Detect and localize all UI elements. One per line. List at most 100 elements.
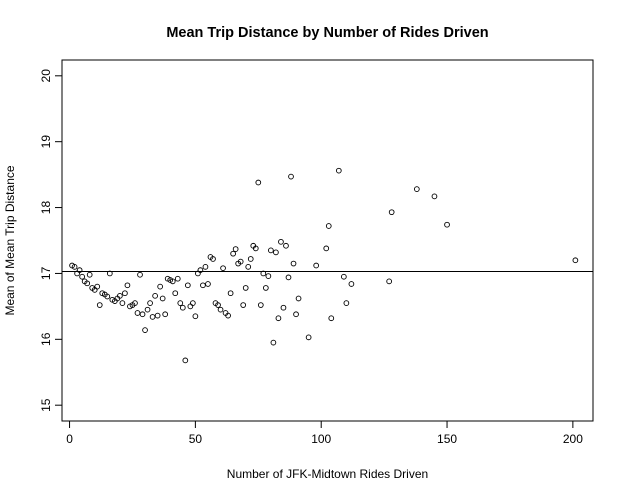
x-axis: 0 50 100 150 200 <box>66 421 583 446</box>
data-point <box>134 310 141 316</box>
data-point <box>255 179 262 186</box>
data-point <box>280 304 287 311</box>
data-point <box>142 327 148 333</box>
y-tick-label: 18 <box>39 201 53 215</box>
y-tick-label: 20 <box>39 69 53 83</box>
data-point <box>431 193 438 200</box>
data-point <box>124 282 131 289</box>
data-point <box>184 282 191 289</box>
data-point <box>225 312 231 319</box>
data-point <box>177 300 184 306</box>
data-point <box>572 257 579 264</box>
data-point <box>76 267 83 273</box>
data-point <box>94 283 101 290</box>
data-point <box>144 306 151 313</box>
x-tick-label: 150 <box>437 432 457 446</box>
data-point <box>217 306 224 313</box>
data-point <box>119 300 126 306</box>
data-point <box>84 280 91 287</box>
data-point <box>106 270 113 277</box>
data-point <box>285 274 292 281</box>
data-point <box>386 278 393 285</box>
data-point <box>335 167 342 174</box>
data-point <box>190 300 196 306</box>
data-point <box>268 247 274 254</box>
data-point <box>237 258 244 265</box>
data-point <box>313 262 320 269</box>
data-point <box>273 249 279 256</box>
data-point <box>242 285 249 291</box>
data-point <box>293 311 299 318</box>
data-point <box>283 242 289 249</box>
data-point <box>388 209 395 216</box>
data-point <box>278 238 284 245</box>
data-point <box>152 292 158 299</box>
data-point <box>149 314 156 320</box>
data-point <box>182 357 189 364</box>
x-tick-label: 0 <box>66 432 73 446</box>
data-point <box>265 273 272 279</box>
data-point <box>260 270 267 277</box>
data-point <box>96 302 103 308</box>
data-point <box>117 292 123 299</box>
data-point <box>232 246 239 252</box>
data-point <box>71 264 78 270</box>
data-point <box>174 275 181 282</box>
x-tick-label: 200 <box>563 432 583 446</box>
y-tick-label: 15 <box>39 398 53 412</box>
data-point <box>205 281 211 287</box>
data-point <box>348 281 355 287</box>
data-point <box>210 256 216 262</box>
data-point <box>132 300 138 306</box>
data-point <box>139 311 146 318</box>
data-point <box>325 223 332 229</box>
data-point <box>444 221 450 228</box>
data-point <box>122 290 128 297</box>
data-point <box>252 245 259 252</box>
data-point <box>159 295 166 302</box>
data-point <box>179 304 186 311</box>
data-point <box>192 313 199 320</box>
data-point <box>343 300 350 306</box>
y-tick-label: 16 <box>39 332 53 346</box>
data-point <box>413 186 420 192</box>
data-point <box>305 334 312 341</box>
data-point <box>247 256 254 262</box>
data-point <box>154 312 161 319</box>
data-point <box>262 285 269 291</box>
data-point <box>86 271 93 278</box>
data-point <box>275 315 282 322</box>
data-point <box>147 300 153 306</box>
data-point <box>240 302 247 308</box>
chart-title: Mean Trip Distance by Number of Rides Dr… <box>166 25 488 41</box>
x-tick-label: 100 <box>311 432 331 446</box>
data-point <box>227 290 234 297</box>
y-axis-label: Mean of Mean Trip Distance <box>3 165 17 315</box>
data-point <box>323 245 330 252</box>
data-point <box>220 265 226 272</box>
data-point <box>288 173 294 180</box>
data-point <box>162 311 169 318</box>
x-axis-label: Number of JFK-Midtown Rides Driven <box>227 467 428 481</box>
data-point <box>79 273 85 280</box>
y-tick-label: 19 <box>39 135 53 149</box>
data-point <box>245 264 252 270</box>
y-tick-label: 17 <box>39 266 53 280</box>
data-point <box>137 271 143 278</box>
data-point <box>270 339 277 346</box>
data-point <box>104 293 111 300</box>
x-tick-label: 50 <box>189 432 203 446</box>
data-point <box>215 302 221 308</box>
data-point <box>290 260 297 267</box>
data-point <box>197 267 204 273</box>
data-points <box>69 167 579 364</box>
data-point <box>172 290 179 297</box>
data-point <box>328 315 335 322</box>
data-point <box>169 278 176 285</box>
data-point <box>187 303 194 310</box>
data-point <box>257 302 264 308</box>
plot-frame <box>61 59 594 422</box>
data-point <box>202 264 209 270</box>
data-point <box>341 273 347 280</box>
